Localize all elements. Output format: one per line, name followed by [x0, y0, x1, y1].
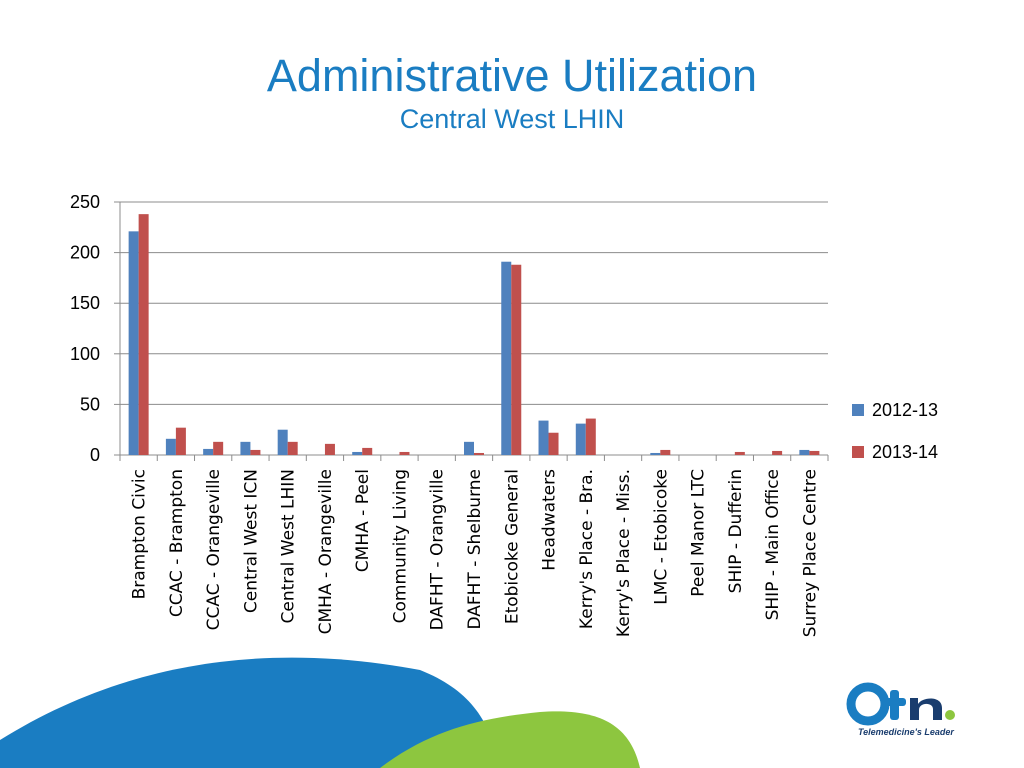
logo-dot — [945, 710, 955, 720]
x-category-label: Brampton Civic — [130, 469, 150, 599]
logo-t-bar — [884, 698, 906, 706]
bar-2013-14 — [138, 214, 149, 455]
y-tick-label: 200 — [70, 243, 100, 263]
bar-2013-14 — [250, 449, 261, 455]
bar-2013-14 — [324, 443, 335, 455]
bar-2013-14 — [548, 432, 559, 455]
bar-2013-14 — [399, 451, 410, 455]
y-tick-label: 50 — [80, 394, 100, 414]
x-category-label: Headwaters — [540, 469, 560, 571]
bar-2012-13 — [165, 438, 176, 455]
x-category-label: Peel Manor LTC — [689, 469, 709, 597]
bar-2012-13 — [277, 429, 288, 455]
x-category-label: Surrey Place Centre — [800, 469, 820, 637]
bar-2012-13 — [501, 261, 512, 455]
bar-2013-14 — [362, 447, 373, 455]
legend-label: 2013-14 — [872, 442, 938, 462]
legend-swatch-2012-13 — [852, 404, 864, 416]
bar-2013-14 — [511, 264, 522, 455]
x-category-label: Etobicoke General — [502, 469, 522, 624]
bar-2013-14 — [585, 418, 596, 455]
logo-tagline: Telemedicine's Leader — [858, 727, 954, 737]
x-category-label: Kerry's Place - Miss. — [614, 469, 634, 637]
bar-2012-13 — [203, 448, 214, 455]
green-wave — [380, 711, 640, 768]
slide-title: Administrative Utilization — [266, 50, 758, 101]
y-tick-label: 0 — [90, 445, 100, 465]
y-tick-label: 150 — [70, 293, 100, 313]
bar-2012-13 — [538, 420, 549, 455]
bar-2013-14 — [213, 441, 224, 455]
bar-2013-14 — [175, 427, 186, 455]
bar-2013-14 — [772, 450, 783, 455]
x-category-label: CCAC - Brampton — [167, 469, 187, 617]
logo-n — [910, 698, 942, 720]
bar-2012-13 — [650, 452, 661, 455]
bar-2013-14 — [660, 449, 671, 455]
bars — [128, 214, 820, 455]
x-category-label: DAFHT - Shelburne — [465, 469, 485, 630]
blue-wave — [0, 657, 500, 768]
y-tick-label: 100 — [70, 344, 100, 364]
x-axis-labels: Brampton Civic CCAC - Brampton CCAC - Oran… — [130, 469, 821, 637]
x-category-label: CMHA - Orangeville — [316, 469, 336, 634]
x-category-label: Central West LHIN — [279, 469, 299, 624]
y-axis-ticks: 0 50 100 150 200 250 — [70, 192, 100, 465]
slide-subtitle: Central West LHIN — [399, 104, 625, 134]
legend-label: 2012-13 — [872, 400, 938, 420]
bar-2012-13 — [352, 451, 363, 455]
bar-2013-14 — [734, 451, 745, 455]
x-category-label: CMHA - Peel — [353, 469, 373, 572]
x-category-label: Central West ICN — [241, 469, 261, 613]
bar-2013-14 — [809, 450, 820, 455]
legend-swatch-2013-14 — [852, 446, 864, 458]
title-block: Administrative Utilization Central West … — [0, 48, 1024, 134]
x-category-label: DAFHT - Orangville — [428, 469, 448, 630]
x-category-label: Community Living — [390, 469, 410, 623]
gridlines — [114, 201, 829, 461]
logo-o-ring — [846, 682, 890, 726]
y-tick-label: 250 — [70, 192, 100, 212]
x-category-label: SHIP - Dufferin — [726, 469, 746, 593]
x-category-label: SHIP - Main Office — [763, 469, 783, 620]
legend: 2012-13 2013-14 — [852, 400, 938, 462]
bar-2012-13 — [240, 441, 251, 455]
bar-2013-14 — [287, 441, 298, 455]
x-category-label: LMC - Etobicoke — [651, 469, 671, 605]
otn-logo — [846, 682, 955, 726]
bar-2012-13 — [464, 441, 474, 455]
bar-2012-13 — [575, 423, 586, 455]
x-category-label: Kerry's Place - Bra. — [577, 469, 597, 629]
x-category-label: CCAC - Orangeville — [204, 469, 224, 630]
bar-2012-13 — [799, 449, 810, 455]
bar-2013-14 — [474, 452, 484, 455]
bar-2012-13 — [128, 231, 139, 455]
